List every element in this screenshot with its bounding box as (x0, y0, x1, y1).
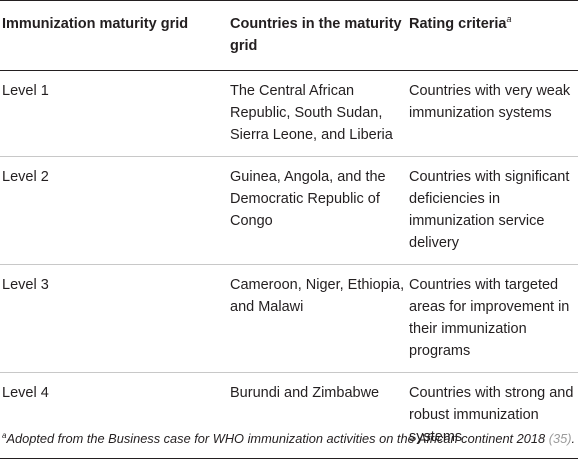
header-rating-criteria-label: Rating criteria (409, 16, 507, 32)
table-row: Level 2 Guinea, Angola, and the Democrat… (0, 156, 578, 265)
header-rating-criteria: Rating criteriaa (409, 1, 578, 71)
header-row: Immunization maturity grid Countries in … (0, 0, 578, 71)
level-cell: Level 3 (0, 264, 230, 373)
footnote-reference-link[interactable]: (35) (548, 431, 572, 446)
table-row: Level 4 Burundi and Zimbabwe Countries w… (0, 372, 578, 459)
table-footnote: aAdopted from the Business case for WHO … (2, 428, 578, 449)
table-row: Level 3 Cameroon, Niger, Ethiopia, and M… (0, 264, 578, 373)
countries-cell: Cameroon, Niger, Ethiopia, and Malawi (230, 264, 409, 373)
countries-cell: Burundi and Zimbabwe (230, 372, 409, 459)
footnote-marker: a (506, 14, 512, 24)
maturity-grid-table-container: Immunization maturity grid Countries in … (0, 0, 578, 459)
header-maturity-grid: Immunization maturity grid (0, 1, 230, 71)
level-cell: Level 2 (0, 156, 230, 265)
criteria-cell: Countries with strong and robust immuniz… (409, 372, 578, 459)
header-maturity-grid-label: Immunization maturity grid (2, 16, 189, 32)
criteria-cell: Countries with targeted areas for improv… (409, 264, 578, 373)
level-cell: Level 1 (0, 70, 230, 157)
footnote-mark: a (2, 431, 7, 440)
criteria-cell: Countries with significant deficiencies … (409, 156, 578, 265)
header-countries-label: Countries in the maturity grid (230, 16, 402, 54)
table-row: Level 1 The Central African Republic, So… (0, 70, 578, 157)
table-header: Immunization maturity grid Countries in … (0, 0, 578, 71)
countries-cell: Guinea, Angola, and the Democratic Repub… (230, 156, 409, 265)
maturity-grid-table: Immunization maturity grid Countries in … (0, 0, 578, 459)
footnote-end: . (571, 431, 576, 446)
footnote-text: Adopted from the Business case for WHO i… (6, 431, 546, 446)
criteria-cell: Countries with very weak immunization sy… (409, 70, 578, 157)
table-body: Level 1 The Central African Republic, So… (0, 70, 578, 459)
header-countries: Countries in the maturity grid (230, 1, 409, 71)
countries-cell: The Central African Republic, South Suda… (230, 70, 409, 157)
level-cell: Level 4 (0, 372, 230, 459)
